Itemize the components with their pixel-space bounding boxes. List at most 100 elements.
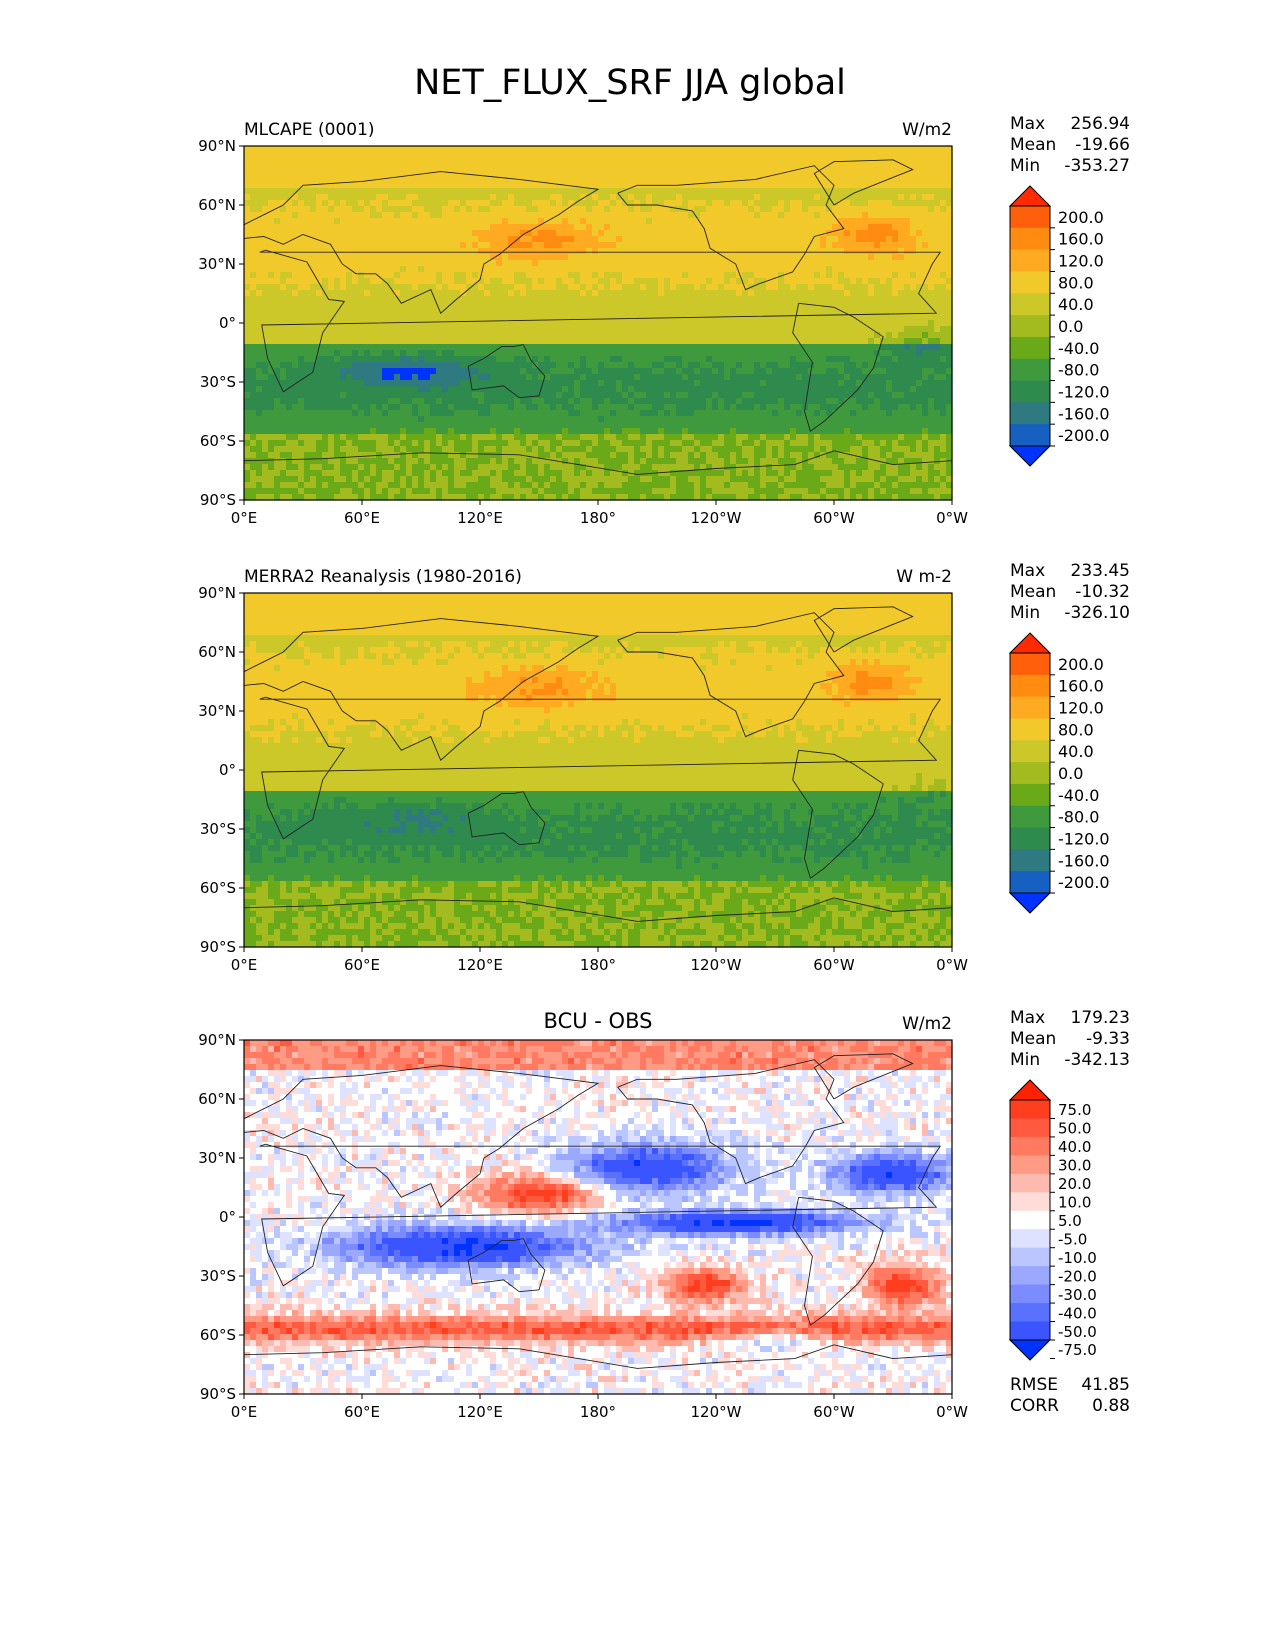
grid-cell	[502, 290, 509, 297]
grid-cell	[670, 278, 677, 285]
grid-cell	[340, 254, 347, 261]
grid-cell	[394, 398, 401, 405]
grid-cell	[502, 332, 509, 339]
grid-cell	[274, 290, 281, 297]
grid-cell	[760, 362, 767, 369]
grid-cell	[496, 242, 503, 249]
grid-cell	[340, 176, 347, 183]
grid-cell	[724, 386, 731, 393]
grid-cell	[574, 338, 581, 345]
grid-cell	[706, 218, 713, 225]
grid-cell	[814, 272, 821, 279]
grid-cell	[556, 182, 563, 189]
grid-cell	[310, 326, 317, 333]
grid-cell	[562, 170, 569, 177]
grid-cell	[838, 218, 845, 225]
grid-cell	[586, 236, 593, 243]
grid-cell	[628, 344, 635, 351]
grid-cell	[628, 200, 635, 207]
grid-cell	[670, 200, 677, 207]
grid-cell	[730, 350, 737, 357]
grid-cell	[424, 362, 431, 369]
grid-cell	[616, 170, 623, 177]
grid-cell	[562, 374, 569, 381]
grid-cell	[454, 164, 461, 171]
grid-cell	[298, 164, 305, 171]
grid-cell	[652, 170, 659, 177]
grid-cell	[592, 320, 599, 327]
grid-cell	[358, 284, 365, 291]
grid-cell	[346, 398, 353, 405]
grid-cell	[334, 278, 341, 285]
grid-cell	[940, 296, 947, 303]
grid-cell	[868, 296, 875, 303]
grid-cell	[556, 278, 563, 285]
grid-cell	[712, 242, 719, 249]
grid-cell	[340, 314, 347, 321]
grid-cell	[862, 230, 869, 237]
grid-cell	[808, 392, 815, 399]
grid-cell	[904, 188, 911, 195]
grid-cell	[760, 344, 767, 351]
grid-cell	[328, 200, 335, 207]
grid-cell	[664, 212, 671, 219]
grid-cell	[514, 164, 521, 171]
grid-cell	[352, 302, 359, 309]
grid-cell	[370, 254, 377, 261]
grid-cell	[934, 350, 941, 357]
grid-cell	[598, 380, 605, 387]
grid-cell	[322, 152, 329, 159]
grid-cell	[562, 152, 569, 159]
grid-cell	[316, 164, 323, 171]
grid-cell	[574, 350, 581, 357]
grid-cell	[448, 320, 455, 327]
grid-cell	[676, 302, 683, 309]
grid-cell	[718, 188, 725, 195]
grid-cell	[400, 290, 407, 297]
grid-cell	[610, 182, 617, 189]
grid-cell	[454, 176, 461, 183]
grid-cell	[328, 392, 335, 399]
grid-cell	[268, 350, 275, 357]
grid-cell	[922, 176, 929, 183]
grid-cell	[622, 278, 629, 285]
grid-cell	[340, 326, 347, 333]
grid-cell	[820, 350, 827, 357]
grid-cell	[928, 248, 935, 255]
grid-cell	[340, 272, 347, 279]
grid-cell	[748, 362, 755, 369]
grid-cell	[496, 314, 503, 321]
grid-cell	[562, 236, 569, 243]
grid-cell	[856, 302, 863, 309]
grid-cell	[514, 386, 521, 393]
grid-cell	[676, 254, 683, 261]
grid-cell	[400, 236, 407, 243]
grid-cell	[670, 332, 677, 339]
grid-cell	[652, 392, 659, 399]
grid-cell	[766, 218, 773, 225]
grid-cell	[832, 326, 839, 333]
grid-cell	[892, 224, 899, 231]
grid-cell	[838, 248, 845, 255]
grid-cell	[376, 230, 383, 237]
grid-cell	[760, 290, 767, 297]
grid-cell	[346, 284, 353, 291]
grid-cell	[262, 152, 269, 159]
grid-cell	[280, 344, 287, 351]
grid-cell	[478, 200, 485, 207]
grid-cell	[754, 302, 761, 309]
grid-cell	[874, 176, 881, 183]
grid-cell	[904, 344, 911, 351]
grid-cell	[682, 182, 689, 189]
grid-cell	[352, 344, 359, 351]
grid-cell	[298, 242, 305, 249]
grid-cell	[304, 386, 311, 393]
grid-cell	[472, 248, 479, 255]
grid-cell	[256, 176, 263, 183]
grid-cell	[760, 368, 767, 375]
grid-cell	[604, 290, 611, 297]
grid-cell	[646, 230, 653, 237]
grid-cell	[448, 230, 455, 237]
grid-cell	[724, 326, 731, 333]
grid-cell	[892, 218, 899, 225]
